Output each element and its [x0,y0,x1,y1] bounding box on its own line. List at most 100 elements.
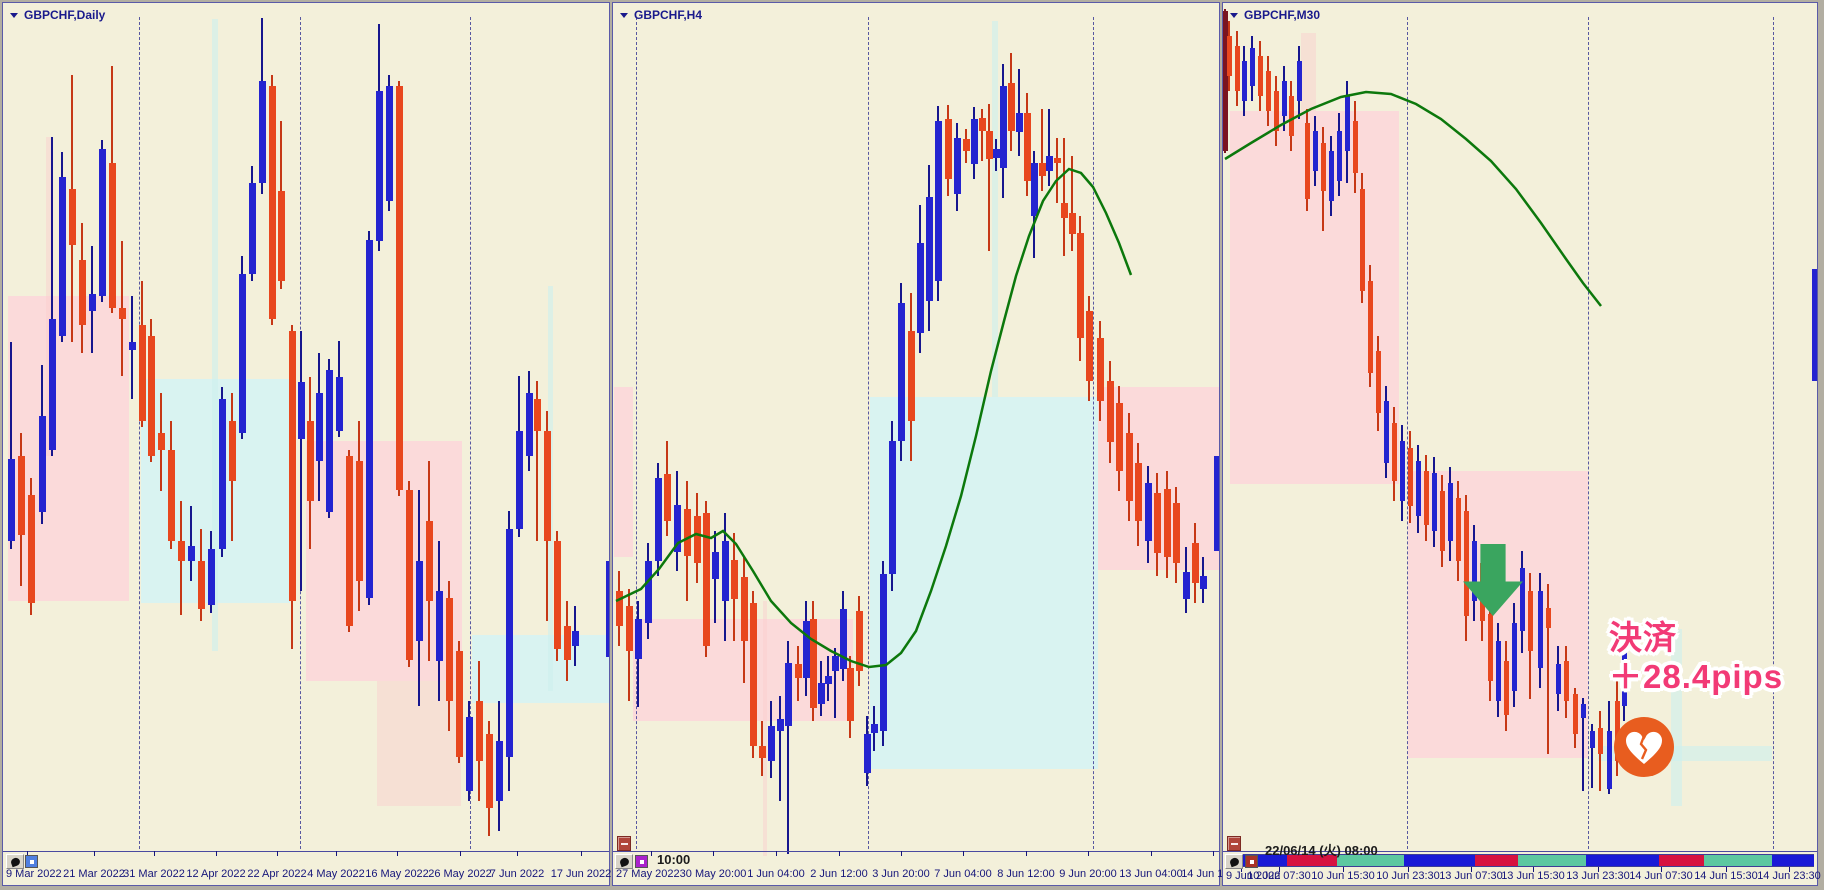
candle-body [953,138,961,194]
chart-area-h4[interactable] [613,3,1219,885]
axis-time-label: 9 Mar 2022 [6,868,62,880]
candle-body [68,189,76,245]
chart-title-label: GBPCHF,M30 [1244,8,1321,22]
candle-body [98,149,106,296]
exit-annotation-label: 決済 ＋28.4pips [1609,618,1783,696]
candle-body [505,529,513,757]
candle-body [711,552,719,579]
candle-body [1415,461,1421,516]
axis-time-label: 31 Mar 2022 [123,868,185,880]
axis-tick [1726,867,1727,872]
candle-body [1234,46,1240,91]
candle-body [767,726,775,761]
candle-body [218,399,226,549]
candle-body [824,676,832,684]
eye-button[interactable] [6,854,24,869]
chart-dropdown-icon[interactable] [1230,12,1238,18]
axis-tick [1533,867,1534,872]
candle-body [228,421,236,481]
candle-body [1191,543,1199,583]
candle-body [1226,36,1232,76]
candle-wick [1041,109,1043,191]
candle-body [863,734,871,773]
candle-body [58,177,66,336]
candle-body [435,591,443,661]
collapse-minus-button[interactable] [617,836,631,851]
chart-panel-m30[interactable]: GBPCHF,M30 決済 ＋28.4pips 9 Jun 2022 10 Jun… [1222,2,1821,886]
exit-annotation-line1: 決済 [1609,619,1677,656]
candle-body [495,741,503,801]
candle-wick [300,331,302,591]
axis-tick [901,851,902,856]
candle-body [571,631,579,646]
candle-body [693,516,701,563]
chart-panel-daily[interactable]: GBPCHF,Daily 9 Mar 2022 21 Mar 2022 31 Mar… [2,2,611,886]
candle-body [1495,641,1501,701]
chart-title-m30[interactable]: GBPCHF,M30 [1230,8,1320,22]
indicator-square-button[interactable] [635,855,648,868]
candle-body [1125,433,1133,501]
candle-body [207,549,215,605]
period-separator-line [636,17,637,849]
axis-time-label: 13 Jun 15:30 [1501,870,1565,882]
chart-panel-h4[interactable]: GBPCHF,H4 27 May 2022 30 May 20:00 1 Jun 0… [612,2,1245,886]
candle-body [855,611,863,671]
candle-body [1811,269,1817,381]
axis-time-label: 7 Jun 2022 [489,868,545,880]
candle-body [288,331,296,601]
chart-area-m30[interactable] [1223,3,1817,885]
candle-body [916,243,924,333]
candle-body [1367,281,1373,373]
candle-body [831,656,839,671]
axis-tick [27,851,28,856]
candle-body [1447,483,1453,541]
chart-title-daily[interactable]: GBPCHF,Daily [10,8,105,22]
candle-body [1563,661,1569,701]
candle-body [1344,95,1350,151]
candle-body [1241,61,1247,101]
candle-body [167,450,175,541]
chart-dropdown-icon[interactable] [10,12,18,18]
axis-tick [1343,867,1344,872]
candle-body [17,456,25,535]
axis-time-label: 8 Jun 12:00 [997,868,1055,880]
candle-body [749,603,757,746]
period-separator-line [1773,17,1774,849]
candle-body [870,724,878,733]
chart-dropdown-icon[interactable] [620,12,628,18]
session-strip-segment [1704,854,1772,867]
candle-body [846,668,854,721]
candle-body [1431,473,1437,531]
candle-wick [1056,138,1058,203]
eye-button[interactable] [615,854,633,869]
trend-zone [992,21,998,397]
axis-tick [1471,867,1472,872]
collapse-minus-button[interactable] [1227,836,1241,851]
axis-tick [216,851,217,856]
axis-tick [581,851,582,856]
indicator-square-button[interactable] [25,855,38,868]
candle-body [38,416,46,512]
candle-body [888,441,896,574]
candle-body [1045,156,1053,171]
candle-body [794,664,802,678]
axis-tick [1661,867,1662,872]
session-strip-segment [1659,854,1704,867]
period-separator-line [1588,17,1589,849]
candle-body [1555,664,1561,694]
candle-wick [787,641,789,854]
indicator-square-button[interactable] [1245,855,1258,868]
candle-body [1007,83,1015,131]
chart-title-h4[interactable]: GBPCHF,H4 [620,8,702,22]
candle-body [663,474,671,521]
chart-area-daily[interactable] [3,3,609,885]
period-separator-line [470,17,471,849]
candle-body [740,577,748,641]
eye-button[interactable] [1225,854,1243,869]
candle-body [970,119,978,164]
candle-body [1312,131,1318,171]
session-strip-segment [1772,854,1814,867]
candle-body [644,561,652,623]
status-time-label: 22/06/14 (火) 08:00 [1265,843,1378,858]
